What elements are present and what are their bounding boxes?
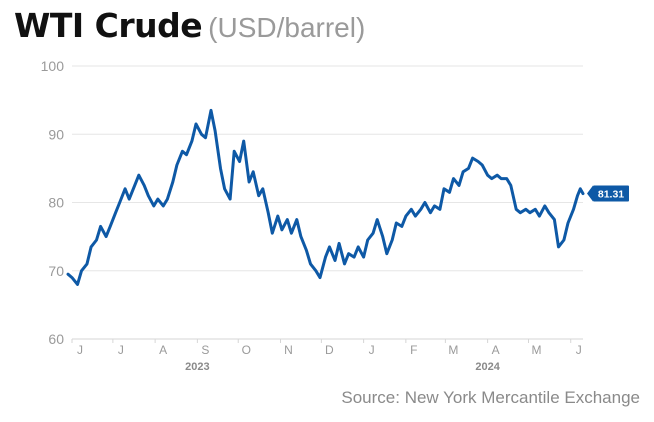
x-tick-label: J [77,343,83,357]
chart-subtitle: (USD/barrel) [208,12,366,43]
x-tick-label: S [201,343,209,357]
last-value-label: 81.31 [598,189,624,201]
year-label: 2024 [475,361,500,373]
x-tick-label: M [531,343,541,357]
series-line [66,108,585,286]
y-tick-label: 60 [48,331,64,347]
x-tick-label: N [284,343,293,357]
y-tick-label: 70 [48,263,64,279]
axis-layer: 60 70 80 90 100 J J A S O N D J F M A M J 2023 2024 [41,58,583,373]
series-layer [66,108,585,286]
x-tick-label: F [410,343,417,357]
x-tick-label: A [159,343,167,357]
grid-layer [72,65,583,340]
x-tick-label: J [118,343,124,357]
chart-title: WTI Crude [14,6,203,45]
x-tick-label: D [325,343,334,357]
x-tick-label: J [369,343,375,357]
y-tick-label: 90 [48,126,64,142]
label-layer: 81.31 [587,185,629,202]
x-tick-label: J [576,343,582,357]
x-tick-label: A [492,343,500,357]
chart-title-row: WTI Crude (USD/barrel) [14,6,365,45]
x-tick-label: O [242,343,251,357]
value-badge-pointer [587,185,593,202]
year-label: 2023 [185,361,209,373]
source-note: Source: New York Mercantile Exchange [341,388,640,407]
y-tick-label: 100 [41,58,65,74]
x-tick-label: M [448,343,458,357]
value-badge [593,185,629,202]
y-tick-label: 80 [48,195,64,211]
